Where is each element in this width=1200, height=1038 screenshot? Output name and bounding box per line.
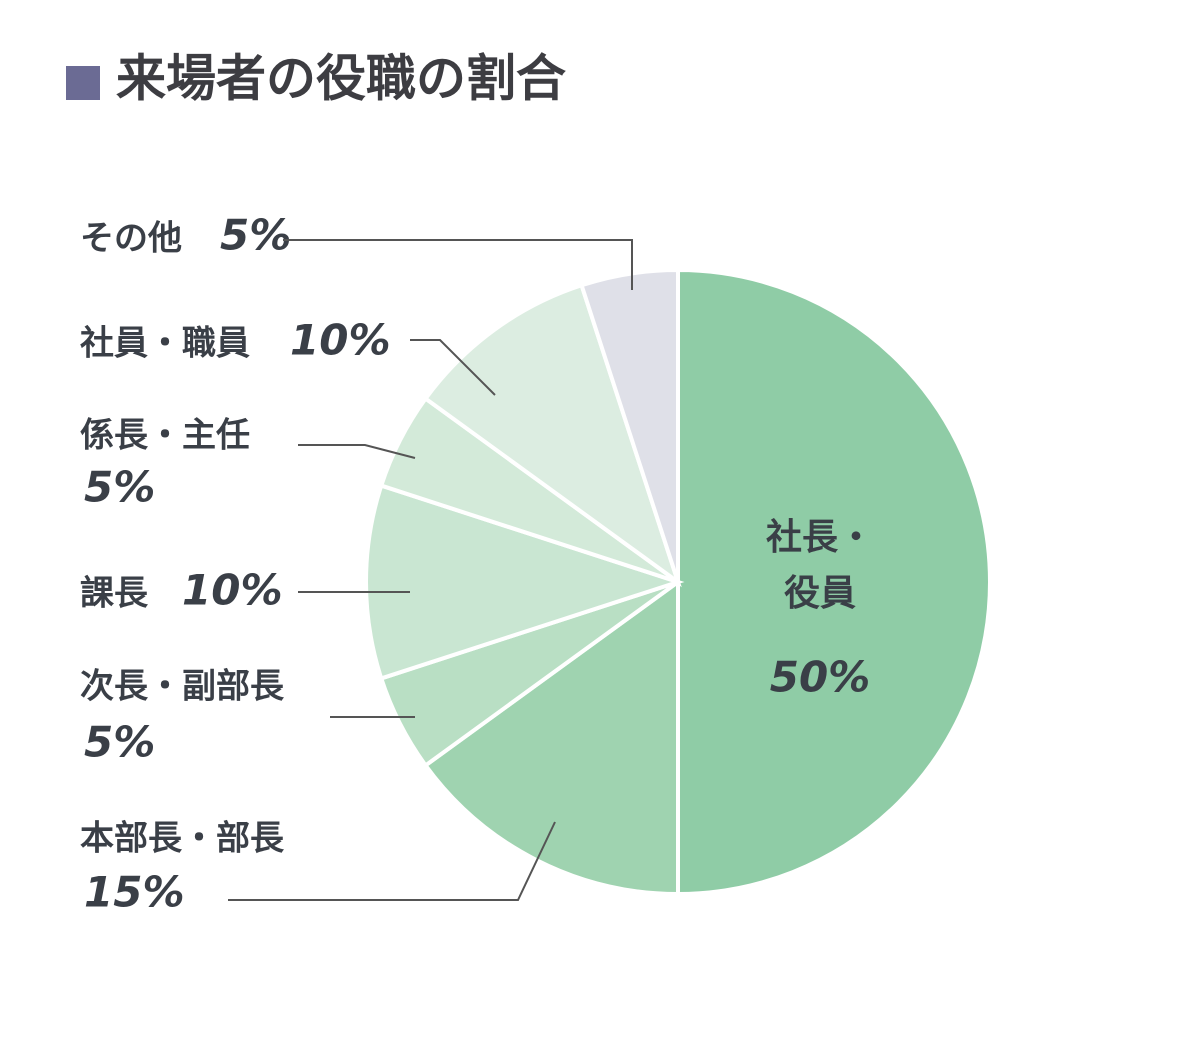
- pie-slice: [364, 483, 685, 681]
- leader-line: [298, 444, 416, 459]
- slice-label: 課長: [80, 574, 149, 614]
- value-label: 5%: [84, 463, 155, 512]
- value-label: 5%: [220, 211, 291, 260]
- slice-label: 社長・役員: [765, 517, 874, 614]
- pie-slice: [422, 282, 682, 588]
- slice-label: 社員・職員: [80, 324, 250, 364]
- chart-title: 来場者の役職の割合: [116, 50, 566, 108]
- slice-label: 本部長・部長: [80, 819, 285, 859]
- value-label: 10%: [290, 316, 391, 365]
- pie-slice: [676, 267, 992, 897]
- slice-label: その他: [80, 219, 182, 259]
- slice-label: 次長・副部長: [80, 667, 285, 707]
- pie-slice: [579, 267, 680, 583]
- leader-line: [228, 821, 556, 901]
- value-label: 50%: [770, 653, 871, 702]
- value-label: 10%: [182, 566, 283, 615]
- value-label: 5%: [84, 718, 155, 767]
- slice-label: 係長・主任: [80, 416, 250, 456]
- leader-line: [410, 339, 496, 396]
- value-label: 15%: [84, 868, 185, 917]
- slice-label-box: 社長・役員: [765, 517, 874, 614]
- title-icon: [66, 66, 100, 100]
- leader-line: [283, 239, 633, 290]
